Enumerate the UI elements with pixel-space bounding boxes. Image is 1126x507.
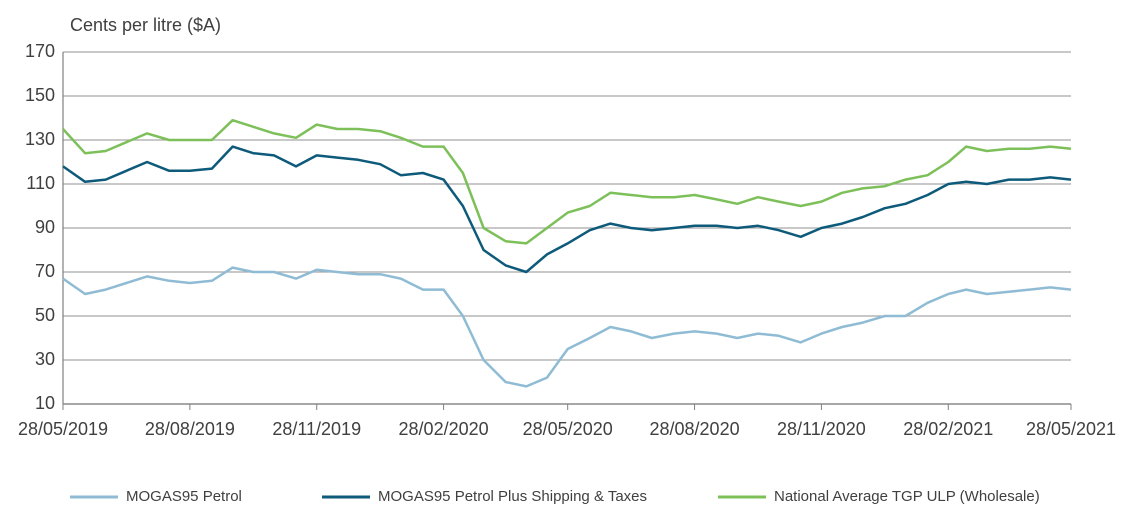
x-tick-label: 28/11/2019 <box>272 419 361 439</box>
x-tick-label: 28/08/2020 <box>650 419 740 439</box>
series-line <box>62 266 1072 388</box>
y-axis-label: Cents per litre ($A) <box>70 15 221 35</box>
legend-label: MOGAS95 Petrol Plus Shipping & Taxes <box>378 488 647 505</box>
x-tick-label: 28/02/2021 <box>903 419 993 439</box>
y-tick-label: 10 <box>35 393 55 413</box>
series-line <box>62 145 1072 274</box>
series-line <box>62 118 1072 245</box>
y-tick-label: 70 <box>35 261 55 281</box>
y-tick-label: 110 <box>26 173 55 193</box>
y-tick-label: 90 <box>35 217 55 237</box>
legend-label: MOGAS95 Petrol <box>126 488 242 505</box>
x-tick-label: 28/08/2019 <box>145 419 235 439</box>
legend-label: National Average TGP ULP (Wholesale) <box>774 488 1040 505</box>
y-tick-label: 50 <box>35 305 55 325</box>
x-tick-label: 28/05/2021 <box>1026 419 1116 439</box>
x-tick-label: 28/05/2020 <box>523 419 613 439</box>
x-tick-label: 28/02/2020 <box>399 419 489 439</box>
x-tick-label: 28/05/2019 <box>18 419 108 439</box>
y-tick-label: 150 <box>25 85 55 105</box>
y-tick-label: 30 <box>35 349 55 369</box>
y-tick-label: 170 <box>25 41 55 61</box>
y-tick-label: 130 <box>25 129 55 149</box>
x-tick-label: 28/11/2020 <box>777 419 866 439</box>
